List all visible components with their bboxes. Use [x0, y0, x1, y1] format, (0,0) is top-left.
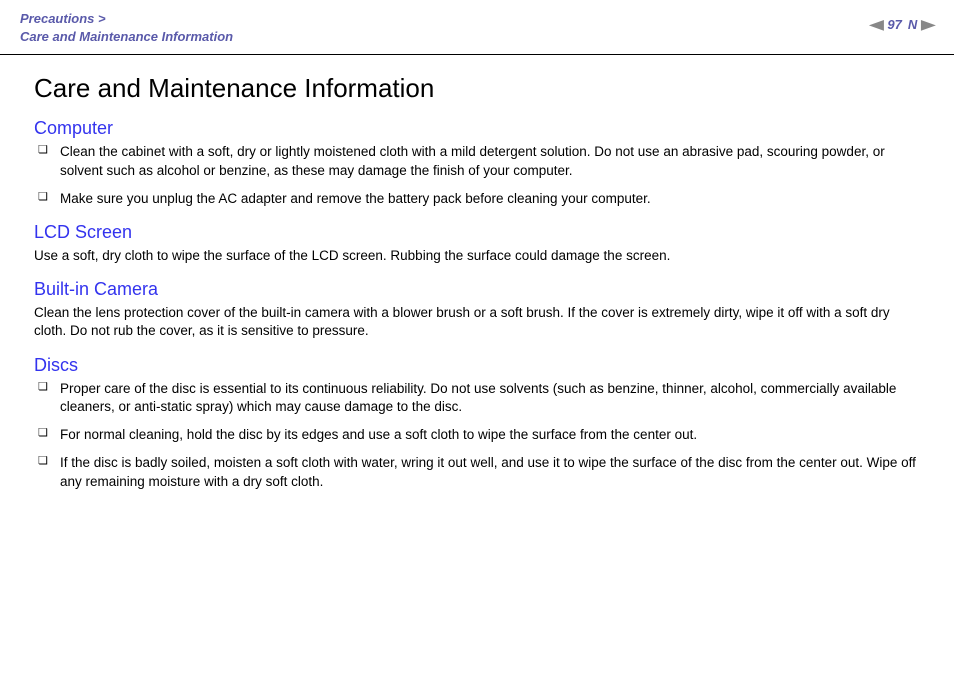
- breadcrumb: Precautions > Care and Maintenance Infor…: [20, 10, 233, 46]
- page-header: Precautions > Care and Maintenance Infor…: [0, 0, 954, 55]
- section-heading-camera: Built-in Camera: [34, 279, 920, 300]
- page-title: Care and Maintenance Information: [34, 73, 920, 104]
- breadcrumb-parent: Precautions >: [20, 11, 106, 26]
- list-item: Clean the cabinet with a soft, dry or li…: [34, 143, 920, 179]
- list-item: If the disc is badly soiled, moisten a s…: [34, 454, 920, 490]
- section-heading-lcd: LCD Screen: [34, 222, 920, 243]
- camera-body: Clean the lens protection cover of the b…: [34, 304, 920, 340]
- computer-bullets: Clean the cabinet with a soft, dry or li…: [34, 143, 920, 208]
- section-heading-discs: Discs: [34, 355, 920, 376]
- prev-page-icon[interactable]: ◀: [868, 16, 883, 33]
- list-item: Make sure you unplug the AC adapter and …: [34, 190, 920, 208]
- list-item: For normal cleaning, hold the disc by it…: [34, 426, 920, 444]
- next-page-icon[interactable]: ▶: [921, 16, 936, 33]
- list-item: Proper care of the disc is essential to …: [34, 380, 920, 416]
- section-heading-computer: Computer: [34, 118, 920, 139]
- page-nav: ◀ 97 N ▶: [871, 16, 934, 33]
- lcd-body: Use a soft, dry cloth to wipe the surfac…: [34, 247, 920, 265]
- page-n-label: N: [908, 17, 917, 32]
- page-number: 97: [887, 17, 901, 32]
- content-area: Care and Maintenance Information Compute…: [0, 73, 954, 490]
- discs-bullets: Proper care of the disc is essential to …: [34, 380, 920, 491]
- breadcrumb-current: Care and Maintenance Information: [20, 29, 233, 44]
